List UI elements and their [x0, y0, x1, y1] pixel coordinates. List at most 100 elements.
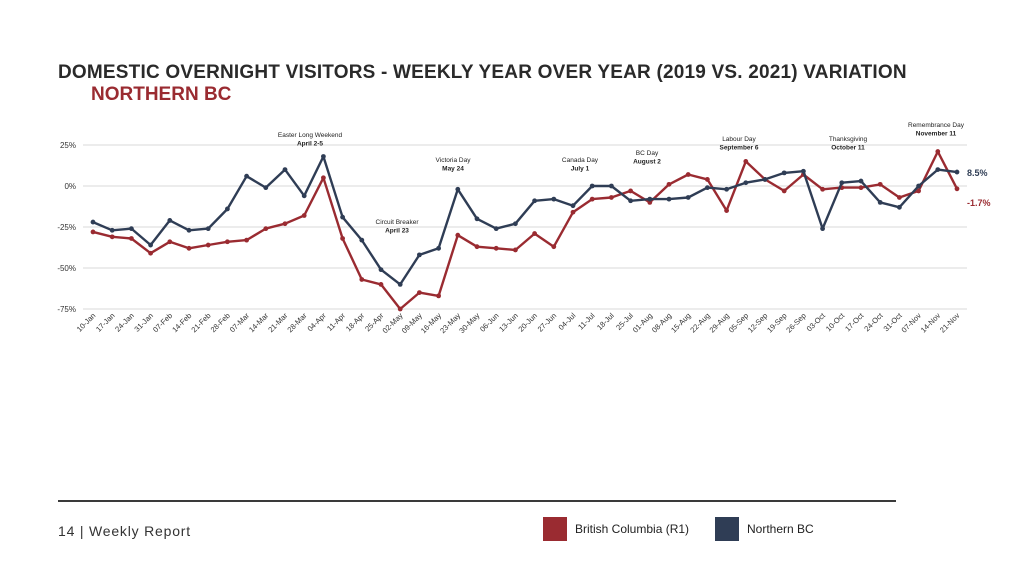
- annotation-easter-long-weekend-date: April 2-5: [297, 141, 323, 148]
- data-point-british-columbia-r1: [263, 226, 269, 232]
- data-point-northern-bc: [820, 226, 825, 232]
- data-point-northern-bc: [301, 193, 307, 199]
- annotation-victoria-day-label: Victoria Day: [436, 157, 472, 164]
- x-tick-label: 28-Mar: [285, 311, 309, 335]
- y-tick-label: -50%: [57, 264, 76, 273]
- x-tick-label: 30-May: [457, 311, 481, 335]
- data-point-northern-bc: [455, 186, 461, 192]
- data-point-northern-bc: [897, 204, 902, 210]
- x-tick-label: 10-Jan: [75, 311, 98, 334]
- data-point-northern-bc: [263, 185, 269, 191]
- x-tick-label: 13-Jun: [497, 311, 520, 334]
- data-point-northern-bc: [954, 169, 960, 175]
- series-line-northern-bc: [92, 155, 958, 286]
- data-point-northern-bc: [186, 227, 192, 233]
- data-point-british-columbia-r1: [493, 245, 499, 251]
- x-tick-label: 07-Mar: [228, 311, 252, 335]
- data-point-northern-bc: [205, 226, 211, 232]
- data-point-british-columbia-r1: [436, 293, 441, 299]
- data-point-northern-bc: [493, 226, 499, 232]
- data-point-british-columbia-r1: [148, 250, 154, 256]
- x-tick-label: 20-Jun: [516, 311, 539, 334]
- data-point-northern-bc: [916, 183, 921, 189]
- data-point-northern-bc: [359, 237, 365, 243]
- data-point-british-columbia-r1: [551, 244, 557, 250]
- legend-label-northern-bc: Northern BC: [747, 522, 814, 536]
- data-point-british-columbia-r1: [743, 159, 749, 164]
- data-point-british-columbia-r1: [167, 239, 173, 245]
- data-point-british-columbia-r1: [628, 188, 633, 194]
- x-tick-label: 28-Feb: [209, 311, 232, 334]
- data-point-northern-bc: [397, 282, 403, 287]
- data-point-british-columbia-r1: [397, 306, 403, 312]
- annotation-labour-day-date: September 6: [719, 145, 758, 152]
- annotation-canada-day-date: July 1: [571, 166, 590, 173]
- data-point-northern-bc: [474, 216, 480, 222]
- data-point-british-columbia-r1: [186, 245, 192, 251]
- x-tick-label: 17-Jan: [94, 311, 117, 334]
- data-point-northern-bc: [513, 221, 518, 227]
- x-tick-label: 04-Apr: [306, 311, 329, 334]
- x-tick-label: 05-Sep: [727, 311, 750, 334]
- data-point-british-columbia-r1: [954, 186, 960, 192]
- annotation-circuit-breaker-label: Circuit Breaker: [376, 219, 420, 226]
- annotation-canada-day-label: Canada Day: [562, 157, 599, 164]
- data-point-northern-bc: [90, 219, 96, 225]
- x-tick-label: 27-Jun: [536, 311, 559, 334]
- x-tick-label: 07-Nov: [900, 311, 924, 335]
- annotation-easter-long-weekend-label: Easter Long Weekend: [278, 132, 343, 139]
- y-tick-label: -75%: [57, 305, 76, 314]
- data-point-british-columbia-r1: [474, 244, 480, 250]
- data-point-northern-bc: [167, 218, 173, 223]
- data-point-british-columbia-r1: [858, 185, 864, 191]
- data-point-british-columbia-r1: [340, 236, 345, 241]
- data-point-british-columbia-r1: [570, 209, 576, 215]
- data-point-northern-bc: [781, 170, 787, 176]
- data-point-northern-bc: [225, 206, 230, 212]
- data-point-northern-bc: [378, 267, 384, 273]
- data-point-british-columbia-r1: [90, 229, 96, 235]
- data-point-british-columbia-r1: [321, 175, 326, 181]
- y-tick-label: 0%: [64, 182, 76, 191]
- data-point-british-columbia-r1: [647, 200, 653, 205]
- data-point-british-columbia-r1: [378, 282, 384, 287]
- data-point-northern-bc: [532, 198, 537, 204]
- data-point-northern-bc: [685, 195, 691, 200]
- x-tick-label: 26-Sep: [784, 311, 807, 334]
- x-tick-label: 17-Oct: [843, 310, 866, 333]
- chart-title: DOMESTIC OVERNIGHT VISITORS - WEEKLY YEA…: [58, 62, 907, 83]
- data-point-british-columbia-r1: [666, 181, 672, 187]
- data-point-british-columbia-r1: [705, 177, 710, 182]
- data-point-british-columbia-r1: [301, 213, 307, 218]
- footer-divider: [58, 500, 896, 502]
- data-point-northern-bc: [570, 203, 576, 209]
- line-chart: 25% 0% -25% -50% -75%10-Jan17-Jan24-Jan31-Ja…: [57, 122, 990, 335]
- data-point-british-columbia-r1: [820, 186, 825, 192]
- data-point-british-columbia-r1: [282, 221, 288, 227]
- data-point-british-columbia-r1: [109, 234, 115, 240]
- x-tick-label: 24-Jan: [113, 311, 136, 334]
- data-point-northern-bc: [858, 178, 864, 184]
- x-tick-label: 24-Oct: [862, 310, 885, 333]
- x-tick-label: 11-Apr: [325, 311, 347, 333]
- data-point-british-columbia-r1: [205, 242, 211, 248]
- x-tick-label: 21-Nov: [938, 311, 962, 335]
- data-point-northern-bc: [628, 198, 633, 204]
- x-tick-label: 14-Feb: [170, 311, 193, 334]
- x-tick-label: 21-Feb: [189, 311, 212, 334]
- data-point-northern-bc: [129, 226, 134, 232]
- data-point-british-columbia-r1: [129, 236, 134, 241]
- data-point-northern-bc: [762, 177, 768, 182]
- x-tick-label: 01-Aug: [631, 311, 654, 334]
- data-point-northern-bc: [589, 183, 595, 189]
- y-tick-label: -25%: [57, 223, 76, 232]
- annotation-bc-day-label: BC Day: [636, 150, 659, 157]
- x-tick-label: 11-Jul: [576, 311, 597, 332]
- legend-swatch-british-columbia: [543, 517, 567, 541]
- annotation-labour-day-label: Labour Day: [722, 136, 756, 143]
- data-point-british-columbia-r1: [532, 231, 537, 236]
- data-point-british-columbia-r1: [781, 188, 787, 194]
- data-point-northern-bc: [340, 214, 345, 220]
- annotation-victoria-day-date: May 24: [442, 166, 464, 173]
- annotation-thanksgiving-date: October 11: [831, 145, 865, 152]
